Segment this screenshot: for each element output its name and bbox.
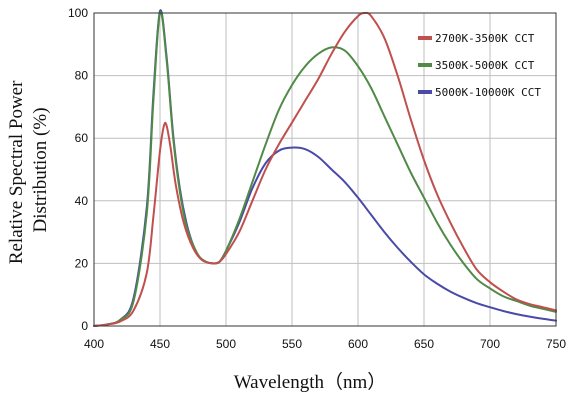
legend-label: 3500K-5000K CCT [435, 59, 535, 72]
y-axis-title-line-1: Relative Spectral Power [6, 80, 27, 264]
y-tick-labels: 0 20 40 60 80 100 [68, 6, 88, 333]
y-tick-label: 80 [75, 69, 89, 83]
y-tick-label: 100 [68, 6, 88, 20]
x-tick-label: 650 [414, 337, 434, 351]
x-tick-label: 500 [216, 337, 236, 351]
series-line-1 [93, 11, 557, 327]
series-lines [93, 9, 557, 327]
x-tick-labels: 400 450 500 550 600 650 700 750 [84, 337, 566, 351]
plot-border [93, 12, 557, 327]
legend: 2700K-3500K CCT 3500K-5000K CCT 5000K-1000… [418, 32, 541, 99]
y-tick-label: 0 [81, 319, 88, 333]
x-tick-label: 550 [282, 337, 302, 351]
x-tick-label: 700 [480, 337, 500, 351]
x-tick-label: 450 [150, 337, 170, 351]
y-tick-label: 60 [75, 131, 89, 145]
x-axis-title: Wavelength（nm） [234, 371, 387, 393]
series-line-2 [93, 11, 557, 327]
legend-label: 2700K-3500K CCT [435, 32, 535, 45]
x-tick-label: 400 [84, 337, 104, 351]
y-tick-label: 20 [75, 256, 89, 270]
y-axis-title: Relative Spectral Power Distribution (%) [6, 76, 51, 264]
y-tick-label: 40 [75, 194, 89, 208]
legend-label: 5000K-10000K CCT [435, 86, 541, 99]
x-tick-label: 600 [348, 337, 368, 351]
x-tick-label: 750 [546, 337, 566, 351]
y-axis-title-line-2: Distribution (%) [30, 107, 51, 232]
